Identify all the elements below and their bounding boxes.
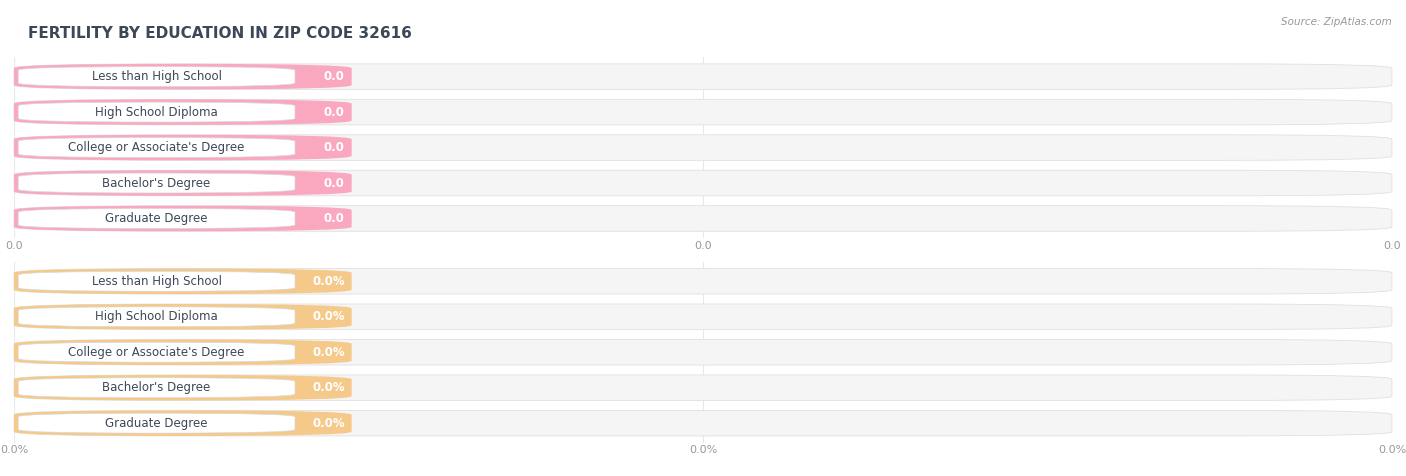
FancyBboxPatch shape (14, 268, 1392, 294)
Text: 0.0: 0.0 (323, 106, 344, 119)
FancyBboxPatch shape (14, 64, 1392, 89)
FancyBboxPatch shape (14, 206, 352, 231)
FancyBboxPatch shape (18, 138, 295, 158)
Text: Bachelor's Degree: Bachelor's Degree (103, 381, 211, 394)
FancyBboxPatch shape (14, 304, 1392, 329)
FancyBboxPatch shape (18, 342, 295, 362)
Text: Bachelor's Degree: Bachelor's Degree (103, 177, 211, 189)
Text: Graduate Degree: Graduate Degree (105, 212, 208, 225)
FancyBboxPatch shape (14, 339, 1392, 365)
FancyBboxPatch shape (14, 206, 1392, 231)
Text: 0.0: 0.0 (323, 141, 344, 154)
Text: 0.0: 0.0 (323, 70, 344, 83)
FancyBboxPatch shape (14, 375, 1392, 400)
FancyBboxPatch shape (14, 410, 352, 436)
Text: 0.0%: 0.0% (312, 416, 344, 430)
FancyBboxPatch shape (14, 170, 1392, 196)
Text: 0.0: 0.0 (323, 177, 344, 189)
FancyBboxPatch shape (18, 378, 295, 397)
FancyBboxPatch shape (14, 170, 352, 196)
FancyBboxPatch shape (14, 135, 352, 160)
FancyBboxPatch shape (14, 410, 1392, 436)
Text: 0.0%: 0.0% (312, 310, 344, 323)
FancyBboxPatch shape (14, 99, 1392, 125)
FancyBboxPatch shape (18, 413, 295, 433)
Text: Source: ZipAtlas.com: Source: ZipAtlas.com (1281, 17, 1392, 27)
FancyBboxPatch shape (14, 99, 352, 125)
FancyBboxPatch shape (14, 268, 352, 294)
Text: 0.0: 0.0 (323, 212, 344, 225)
FancyBboxPatch shape (18, 173, 295, 193)
FancyBboxPatch shape (18, 307, 295, 327)
FancyBboxPatch shape (18, 208, 295, 228)
FancyBboxPatch shape (14, 135, 1392, 160)
FancyBboxPatch shape (14, 339, 352, 365)
Text: 0.0%: 0.0% (312, 275, 344, 288)
FancyBboxPatch shape (18, 67, 295, 87)
Text: College or Associate's Degree: College or Associate's Degree (69, 346, 245, 359)
Text: Less than High School: Less than High School (91, 70, 222, 83)
FancyBboxPatch shape (18, 271, 295, 291)
FancyBboxPatch shape (14, 304, 352, 329)
FancyBboxPatch shape (14, 64, 352, 89)
Text: High School Diploma: High School Diploma (96, 106, 218, 119)
FancyBboxPatch shape (18, 102, 295, 122)
FancyBboxPatch shape (14, 375, 352, 400)
Text: Graduate Degree: Graduate Degree (105, 416, 208, 430)
Text: 0.0%: 0.0% (312, 346, 344, 359)
Text: High School Diploma: High School Diploma (96, 310, 218, 323)
Text: FERTILITY BY EDUCATION IN ZIP CODE 32616: FERTILITY BY EDUCATION IN ZIP CODE 32616 (28, 26, 412, 41)
Text: 0.0%: 0.0% (312, 381, 344, 394)
Text: Less than High School: Less than High School (91, 275, 222, 288)
Text: College or Associate's Degree: College or Associate's Degree (69, 141, 245, 154)
